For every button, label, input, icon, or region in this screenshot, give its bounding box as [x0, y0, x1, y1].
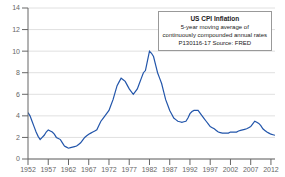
svg-text:1992: 1992 — [182, 166, 198, 173]
svg-text:1957: 1957 — [40, 166, 56, 173]
svg-text:2002: 2002 — [223, 166, 239, 173]
svg-text:1962: 1962 — [61, 166, 77, 173]
svg-text:1982: 1982 — [142, 166, 158, 173]
html-text:5-year moving average of: 5-year moving average of — [180, 24, 249, 30]
svg-text:6: 6 — [16, 91, 20, 98]
svg-text:8: 8 — [16, 69, 20, 76]
svg-text:4: 4 — [16, 112, 20, 119]
html-text:US CPI Inflation: US CPI Inflation — [190, 15, 240, 22]
svg-text:0: 0 — [16, 155, 20, 162]
svg-text:1952: 1952 — [20, 166, 36, 173]
svg-text:1967: 1967 — [81, 166, 97, 173]
svg-text:1997: 1997 — [202, 166, 218, 173]
svg-text:1987: 1987 — [162, 166, 178, 173]
svg-text:2007: 2007 — [243, 166, 259, 173]
svg-text:2012: 2012 — [263, 166, 277, 173]
html-text:continuously compounded annual: continuously compounded annual rates — [162, 32, 267, 38]
svg-text:12: 12 — [12, 26, 20, 33]
svg-text:1977: 1977 — [121, 166, 137, 173]
svg-text:10: 10 — [12, 48, 20, 55]
svg-text:14: 14 — [12, 4, 20, 11]
svg-text:1972: 1972 — [101, 166, 117, 173]
svg-text:2: 2 — [16, 134, 20, 141]
html-text:P130116-17 Source: FRED: P130116-17 Source: FRED — [178, 40, 252, 46]
